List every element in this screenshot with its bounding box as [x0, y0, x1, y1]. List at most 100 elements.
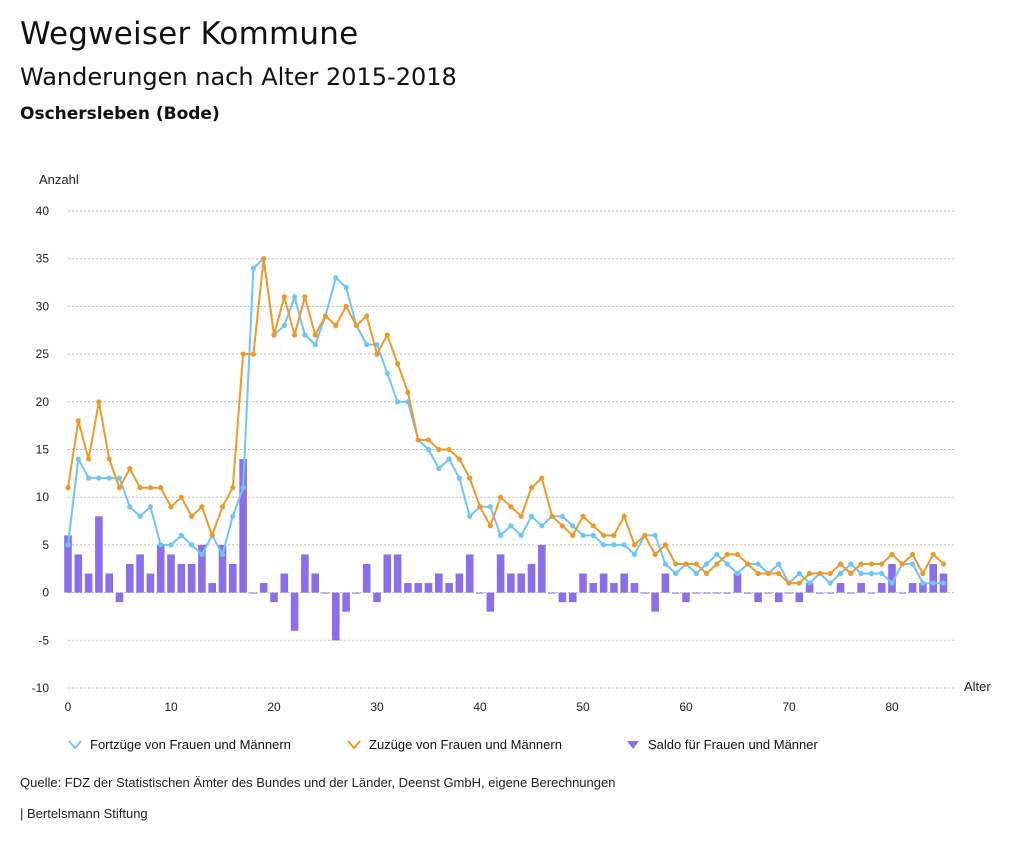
zuzuege-point [601, 532, 607, 538]
zuzuege-point [415, 437, 421, 443]
series-lines [65, 256, 947, 586]
fortzuege-point [734, 570, 741, 577]
fortzuege-point [508, 523, 514, 529]
saldo-bar [342, 592, 350, 612]
zuzuege-point [271, 332, 277, 338]
legend-item-fortzuege[interactable]: Fortzüge von Frauen und Männern [68, 737, 291, 752]
zuzuege-point [528, 485, 535, 491]
saldo-bar [816, 592, 824, 594]
zuzuege-point [611, 532, 617, 538]
zuzuege-point [621, 513, 627, 519]
zuzuege-point [425, 437, 432, 443]
zuzuege-point [158, 485, 164, 491]
fortzuege-point [662, 561, 669, 567]
saldo-bar [589, 583, 598, 593]
zuzuege-line [67, 257, 945, 585]
zuzuege-point [199, 504, 205, 510]
zuzuege-point [549, 513, 555, 519]
zuzuege-point [302, 294, 308, 300]
saldo-bar [826, 592, 834, 594]
saldo-bar [651, 592, 659, 612]
zuzuege-point [230, 485, 236, 491]
saldo-bar [641, 592, 649, 594]
legend-item-zuzuege[interactable]: Zuzüge von Frauen und Männern [347, 737, 562, 752]
legend-item-saldo[interactable]: Saldo für Frauen und Männer [626, 737, 818, 752]
fortzuege-point [858, 570, 864, 577]
fortzuege-point [199, 551, 205, 558]
fortzuege-point [86, 475, 92, 481]
zuzuege-point [745, 561, 751, 567]
fortzuege-point [827, 580, 833, 586]
zuzuege-point [477, 504, 483, 510]
y-tick-label: -5 [38, 633, 49, 647]
zuzuege-point [910, 551, 916, 558]
zuzuege-point [559, 523, 566, 529]
zuzuege-point [250, 351, 256, 357]
zuzuege-point [405, 389, 411, 395]
fortzuege-point [230, 513, 236, 519]
saldo-bar [84, 573, 93, 593]
saldo-bar [115, 592, 124, 603]
zuzuege-point [868, 561, 875, 567]
fortzuege-point [848, 561, 854, 567]
fortzuege-point [302, 332, 308, 338]
zuzuege-point [343, 303, 349, 309]
saldo-bar [744, 592, 752, 594]
saldo-bar [682, 592, 690, 603]
saldo-bar [64, 535, 72, 593]
fortzuege-point [158, 542, 164, 548]
fortzuege-point [75, 456, 81, 462]
brand-note: | Bertelsmann Stiftung [20, 806, 148, 821]
saldo-bar [486, 592, 495, 612]
legend-label-zuzuege: Zuzüge von Frauen und Männern [369, 737, 562, 752]
zuzuege-point [312, 332, 318, 338]
fortzuege-point [889, 580, 895, 586]
saldo-bar [404, 583, 412, 593]
fortzuege-point [807, 580, 813, 586]
saldo-bar [795, 592, 804, 603]
zuzuege-point [456, 456, 462, 462]
saldo-bar [229, 563, 237, 593]
fortzuege-point [116, 475, 123, 481]
saldo-bar [527, 563, 536, 593]
saldo-bar [867, 592, 876, 594]
zuzuege-point [86, 456, 92, 462]
saldo-bar [785, 592, 793, 594]
x-tick-label: 40 [473, 700, 487, 714]
fortzuege-point [601, 542, 607, 548]
saldo-bar [332, 592, 340, 641]
y-tick-labels: -10 -5 0 5 10 15 20 25 30 35 40 [32, 204, 50, 695]
zuzuege-point [693, 561, 699, 567]
fortzuege-point [673, 570, 679, 577]
zuzuege-point [807, 570, 813, 577]
zuzuege-point [240, 351, 246, 357]
saldo-bar [445, 583, 453, 593]
zuzuege-point [384, 332, 390, 338]
saldo-bar [218, 544, 227, 593]
fortzuege-point [292, 294, 298, 300]
fortzuege-point [776, 561, 782, 567]
zuzuege-point [920, 570, 926, 577]
saldo-bar [764, 592, 773, 594]
fortzuege-point [837, 570, 844, 577]
zuzuege-point [168, 504, 174, 510]
saldo-bar [95, 516, 103, 593]
fortzuege-point [127, 504, 133, 510]
zuzuege-point [333, 322, 339, 329]
fortzuege-point [384, 370, 390, 376]
y-tick-label: 15 [36, 443, 50, 457]
zuzuege-point [848, 570, 854, 577]
zuzuege-point [189, 513, 195, 519]
zuzuege-point [137, 485, 143, 491]
saldo-bar [270, 592, 278, 603]
saldo-bar [908, 583, 917, 593]
x-tick-label: 50 [576, 700, 590, 714]
zuzuege-point [219, 504, 226, 510]
saldo-bar [857, 583, 865, 593]
saldo-bar [373, 592, 381, 603]
y-tick-label: 30 [36, 299, 50, 313]
saldo-bar [579, 573, 587, 593]
fortzuege-point [178, 532, 184, 538]
fortzuege-point [704, 561, 710, 567]
zuzuege-point [704, 570, 710, 577]
